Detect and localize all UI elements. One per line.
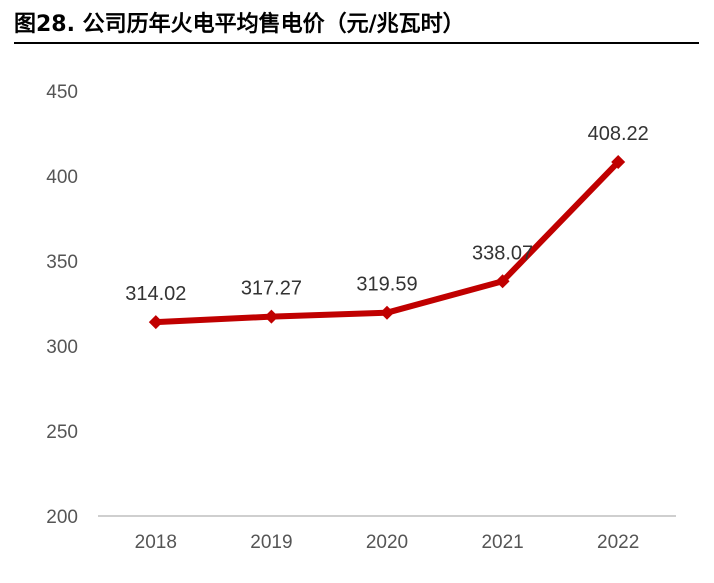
data-label: 317.27 — [241, 278, 302, 300]
y-axis-ticks: 200 250 300 350 400 450 — [46, 82, 78, 528]
series-line — [152, 159, 622, 326]
title-bar: 图28. 公司历年火电平均售电价（元/兆瓦时） — [14, 8, 699, 44]
data-point-marker — [611, 155, 626, 170]
data-labels: 314.02 317.27 319.59 338.07 408.22 — [125, 123, 649, 305]
data-point-marker — [380, 305, 394, 320]
y-tick-label: 300 — [46, 337, 78, 358]
data-label: 338.07 — [472, 242, 533, 264]
x-tick-label: 2020 — [366, 532, 408, 553]
x-tick-label: 2019 — [250, 532, 292, 553]
data-label: 319.59 — [356, 274, 417, 296]
y-tick-label: 250 — [46, 422, 78, 443]
y-tick-label: 400 — [46, 167, 78, 188]
series-markers — [148, 155, 626, 330]
data-point-marker — [148, 315, 163, 330]
data-point-marker — [264, 309, 279, 324]
y-tick-label: 200 — [46, 507, 78, 528]
x-tick-label: 2018 — [135, 532, 177, 553]
x-tick-label: 2022 — [597, 532, 639, 553]
data-label: 314.02 — [125, 283, 186, 305]
data-point-marker — [495, 274, 510, 289]
chart-title: 图28. 公司历年火电平均售电价（元/兆瓦时） — [14, 12, 465, 37]
y-tick-label: 350 — [46, 252, 78, 273]
x-axis-ticks: 2018 2019 2020 2021 2022 — [135, 532, 640, 553]
y-tick-label: 450 — [46, 82, 78, 103]
data-label: 408.22 — [588, 123, 649, 145]
x-tick-label: 2021 — [481, 532, 523, 553]
